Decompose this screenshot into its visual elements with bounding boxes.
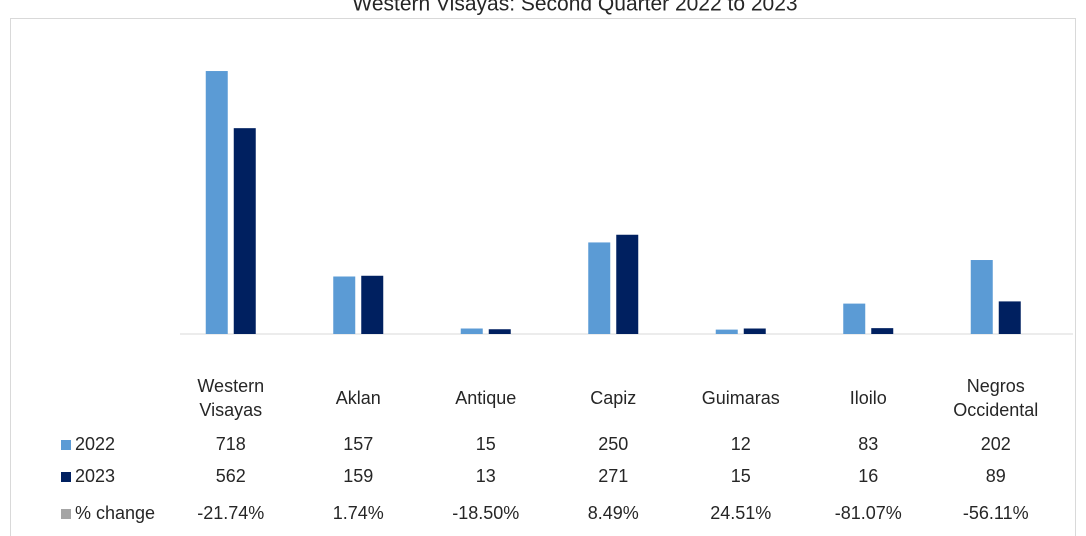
table-cell: 1.74% bbox=[333, 503, 384, 523]
table-cell: 89 bbox=[986, 466, 1006, 486]
table-cell: -18.50% bbox=[452, 503, 519, 523]
legend-swatch bbox=[61, 509, 71, 519]
x-tick-label: Negros Occidental bbox=[953, 376, 1038, 420]
table-cell: 15 bbox=[731, 466, 751, 486]
bar bbox=[970, 260, 993, 334]
table-cell: 13 bbox=[476, 466, 496, 486]
table-cell: 24.51% bbox=[710, 503, 771, 523]
table-cell: 16 bbox=[858, 466, 878, 486]
x-tick-label: Aklan bbox=[336, 388, 381, 408]
bar bbox=[616, 234, 639, 334]
bar bbox=[205, 71, 228, 334]
legend-label: % change bbox=[75, 503, 155, 523]
x-tick-label: Antique bbox=[455, 388, 516, 408]
table-cell: -56.11% bbox=[963, 503, 1029, 523]
legend-label: 2022 bbox=[75, 434, 115, 454]
bar bbox=[488, 329, 511, 334]
x-tick-label: Iloilo bbox=[850, 388, 887, 408]
bar bbox=[843, 303, 866, 334]
table-cell: 83 bbox=[858, 434, 878, 454]
legend-label: 2023 bbox=[75, 466, 115, 486]
bar bbox=[871, 328, 894, 334]
bar bbox=[998, 301, 1021, 334]
bar bbox=[460, 328, 483, 334]
x-tick-label: Capiz bbox=[590, 388, 636, 408]
table-cell: 12 bbox=[731, 434, 751, 454]
x-tick-label: Western Visayas bbox=[197, 376, 264, 420]
legend-swatch bbox=[61, 440, 71, 450]
legend-swatch bbox=[61, 472, 71, 482]
bar bbox=[233, 128, 256, 334]
bar bbox=[333, 276, 356, 334]
table-cell: 202 bbox=[981, 434, 1011, 454]
table-cell: -21.74% bbox=[197, 503, 264, 523]
table-cell: 157 bbox=[343, 434, 373, 454]
bar bbox=[743, 328, 766, 334]
table-cell: 718 bbox=[216, 434, 246, 454]
table-cell: 8.49% bbox=[588, 503, 639, 523]
bar bbox=[715, 329, 738, 334]
chart-title: Western Visayas: Second Quarter 2022 to … bbox=[352, 0, 797, 16]
table-cell: 159 bbox=[343, 466, 373, 486]
table-cell: 15 bbox=[476, 434, 496, 454]
chart-frame bbox=[10, 18, 1076, 536]
table-cell: 271 bbox=[598, 466, 628, 486]
x-tick-label: Guimaras bbox=[702, 388, 780, 408]
bar bbox=[361, 275, 384, 334]
bar bbox=[588, 242, 611, 334]
table-cell: 562 bbox=[216, 466, 246, 486]
table-cell: -81.07% bbox=[835, 503, 902, 523]
table-cell: 250 bbox=[598, 434, 628, 454]
